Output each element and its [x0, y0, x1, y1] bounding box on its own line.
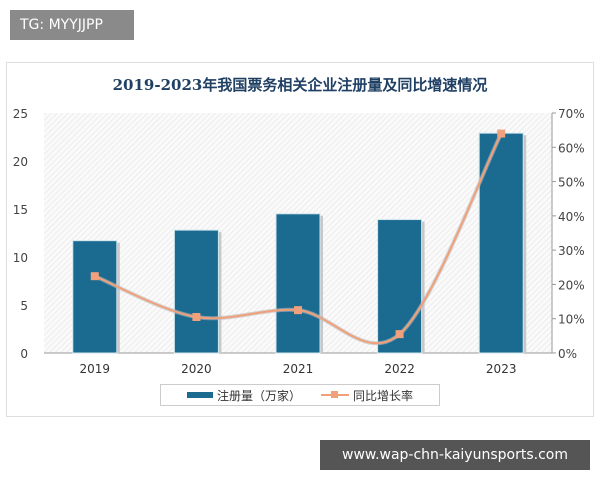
x-tick-label: 2023 — [486, 362, 517, 376]
left-tick-label: 20 — [13, 155, 28, 169]
x-tick-label: 2022 — [384, 362, 415, 376]
legend-label: 同比增长率 — [353, 388, 414, 403]
bar — [275, 213, 321, 354]
bar — [173, 229, 219, 354]
growth-point — [294, 306, 302, 315]
growth-line — [94, 133, 503, 345]
right-tick-label: 70% — [558, 107, 585, 121]
growth-point — [90, 272, 99, 281]
growth-point — [192, 313, 201, 321]
left-tick-label: 5 — [20, 299, 28, 313]
chart-card — [6, 62, 594, 417]
bar — [72, 240, 118, 354]
watermark-top: TG: MYYJJPP — [10, 10, 134, 40]
right-tick-label: 60% — [558, 141, 585, 155]
bar-swatch — [186, 392, 213, 398]
legend-label: 注册量（万家） — [216, 388, 301, 403]
right-tick-label: 0% — [558, 347, 577, 361]
right-tick-label: 40% — [558, 210, 585, 224]
legend-line: 同比增长率 — [321, 387, 413, 404]
left-tick-label: 25 — [13, 107, 28, 121]
left-tick-label: 15 — [13, 203, 28, 217]
chart-title: 2019-2023年我国票务相关企业注册量及同比增速情况 — [112, 76, 488, 94]
right-tick-label: 30% — [558, 244, 585, 258]
legend: 注册量（万家） 同比增长率 — [160, 384, 440, 406]
legend-bar: 注册量（万家） — [186, 387, 301, 404]
watermark-bottom: www.wap-chn-kaiyunsports.com — [320, 440, 590, 470]
right-tick-label: 20% — [558, 278, 585, 292]
x-tick-label: 2020 — [181, 362, 212, 376]
right-tick-label: 10% — [558, 313, 585, 327]
x-tick-label: 2021 — [283, 362, 314, 376]
growth-point — [497, 129, 506, 138]
line-swatch — [321, 391, 349, 398]
left-tick-label: 0 — [20, 347, 28, 361]
right-tick-label: 50% — [558, 176, 585, 190]
x-tick-label: 2019 — [80, 362, 111, 376]
left-tick-label: 10 — [13, 251, 28, 265]
growth-point — [395, 330, 404, 339]
